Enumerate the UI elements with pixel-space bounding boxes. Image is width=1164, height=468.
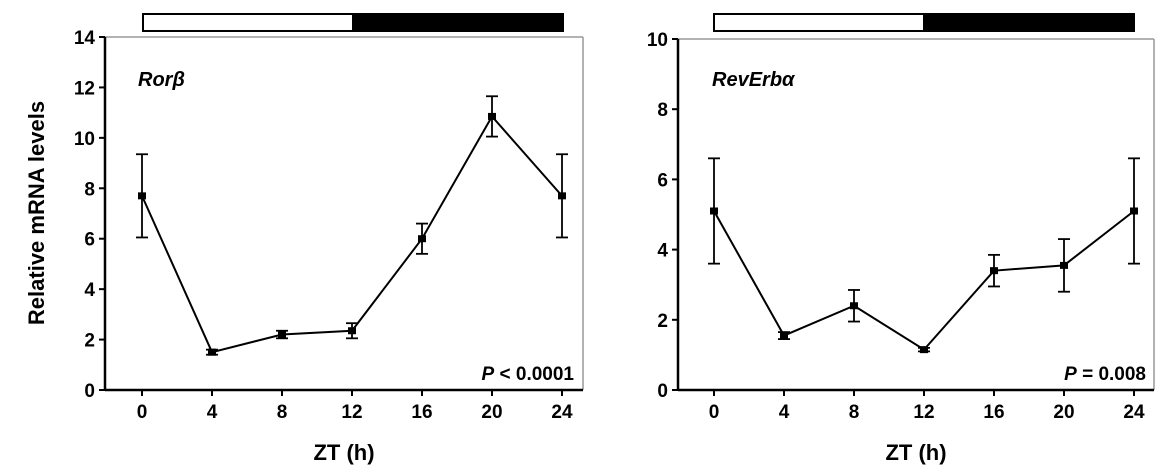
y-tick-label: 12 — [74, 78, 95, 99]
y-tick-label: 6 — [84, 230, 95, 251]
x-tick-label: 0 — [137, 402, 148, 423]
p-symbol: P — [1064, 364, 1077, 385]
data-point — [1060, 261, 1068, 269]
y-tick-label: 0 — [657, 381, 668, 402]
y-tick-label: 10 — [74, 129, 95, 150]
data-point — [1130, 207, 1138, 215]
data-point — [990, 267, 998, 275]
light-phase-bar — [142, 13, 354, 32]
x-tick-label: 4 — [207, 402, 218, 423]
y-tick-label: 2 — [657, 311, 668, 332]
data-point — [278, 331, 286, 339]
p-value-text: < 0.0001 — [494, 364, 574, 385]
data-point — [348, 327, 356, 335]
x-tick-label: 24 — [1123, 402, 1145, 423]
p-value-annotation: P = 0.008 — [1064, 364, 1146, 385]
y-tick-label: 10 — [647, 30, 668, 51]
data-point — [418, 235, 426, 243]
series-line — [713, 210, 1135, 351]
p-symbol: P — [482, 364, 495, 385]
p-value-annotation: P < 0.0001 — [482, 364, 575, 385]
x-tick-label: 8 — [277, 402, 288, 423]
light-phase-bar — [713, 13, 925, 32]
p-value-text: = 0.008 — [1077, 364, 1146, 385]
x-tick-label: 24 — [551, 402, 573, 423]
dark-phase-bar — [352, 13, 564, 32]
gene-label: RevErbα — [712, 69, 796, 91]
x-tick-label: 20 — [481, 402, 502, 423]
y-tick-label: 8 — [84, 179, 95, 200]
x-tick-label: 12 — [341, 402, 362, 423]
y-tick-label: 8 — [657, 100, 668, 121]
y-tick-label: 4 — [84, 280, 95, 301]
y-tick-label: 4 — [657, 241, 668, 262]
x-tick-label: 20 — [1053, 402, 1074, 423]
x-tick-label: 8 — [849, 402, 860, 423]
x-tick-label: 16 — [411, 402, 432, 423]
x-axis-title: ZT (h) — [313, 440, 374, 465]
x-tick-label: 0 — [709, 402, 720, 423]
data-point — [920, 346, 928, 354]
series-line — [141, 114, 563, 354]
y-axis-title: Relative mRNA levels — [24, 101, 49, 325]
data-point — [558, 192, 566, 200]
x-axis-title: ZT (h) — [885, 440, 946, 465]
y-tick-label: 2 — [84, 331, 95, 352]
x-tick-label: 4 — [779, 402, 790, 423]
y-tick-label: 14 — [74, 28, 96, 49]
data-point — [710, 207, 718, 215]
y-tick-label: 0 — [84, 381, 95, 402]
y-tick-label: 6 — [657, 170, 668, 191]
gene-label: Rorβ — [138, 69, 185, 91]
data-point — [850, 302, 858, 310]
data-point — [488, 112, 496, 120]
data-point — [138, 192, 146, 200]
data-point — [208, 348, 216, 356]
dark-phase-bar — [923, 13, 1135, 32]
data-point — [780, 332, 788, 340]
x-tick-label: 16 — [983, 402, 1004, 423]
x-tick-label: 12 — [913, 402, 934, 423]
